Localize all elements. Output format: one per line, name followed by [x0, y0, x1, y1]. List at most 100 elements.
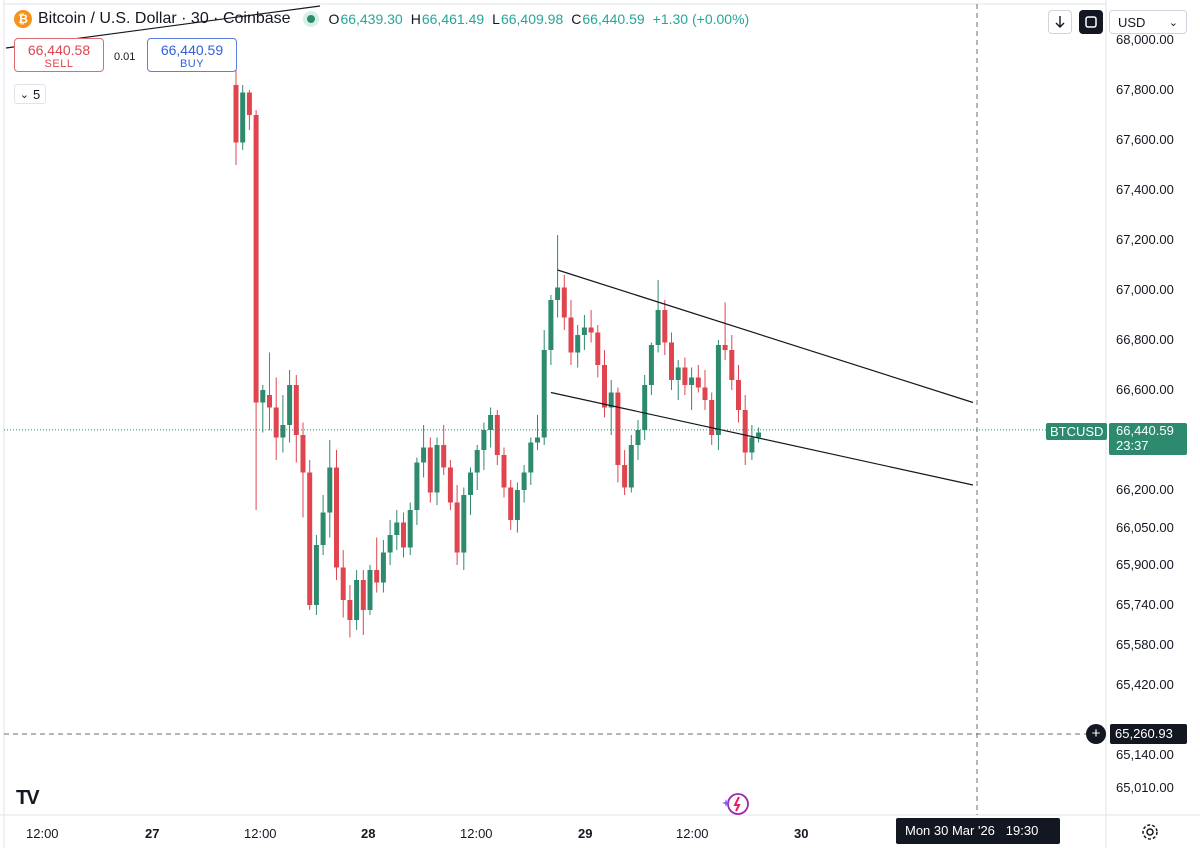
price-tick-label: 67,600.00	[1116, 132, 1174, 147]
symbol-price-label: BTCUSD	[1046, 423, 1108, 440]
candle-body	[715, 345, 721, 435]
candle-body	[421, 447, 427, 463]
candle-body	[655, 310, 661, 345]
bar-countdown: 23:37	[1116, 438, 1149, 453]
candle-body	[669, 342, 674, 380]
settings-gear-icon[interactable]	[1141, 823, 1159, 841]
arrow-down-icon	[1055, 16, 1065, 28]
indicators-collapse-button[interactable]: ⌄ 5	[14, 84, 46, 104]
candle-body	[709, 400, 715, 435]
trendlines-layer	[550, 269, 974, 486]
time-tick-label: 27	[145, 826, 160, 841]
candle-body	[749, 437, 755, 453]
candle-body	[602, 365, 607, 408]
last-price-tag: 66,440.59 23:37	[1109, 423, 1187, 455]
tradingview-logo[interactable]: TV	[16, 787, 40, 809]
candle-body	[608, 392, 614, 408]
close-value: C66,440.59	[571, 11, 645, 27]
candle-body	[514, 490, 520, 520]
candle-body	[334, 467, 339, 568]
candle-body	[615, 392, 621, 465]
candle-body	[689, 377, 695, 385]
ai-sparkle-icon[interactable]	[722, 791, 750, 817]
candle-body	[233, 85, 239, 143]
candle-body	[447, 467, 453, 503]
upper-channel-trendline[interactable]	[557, 269, 974, 404]
candle-body	[494, 415, 500, 455]
candle-body	[541, 350, 547, 438]
bitcoin-icon: ₿	[14, 10, 32, 28]
candle-body	[702, 387, 708, 400]
download-button[interactable]	[1048, 10, 1072, 34]
crosshair-price: 65,260.93	[1110, 724, 1187, 744]
candle-body	[307, 472, 313, 605]
candle-body	[414, 462, 420, 510]
candle-body	[267, 395, 272, 408]
time-tick-label: 12:00	[244, 826, 277, 841]
time-tick-label: 12:00	[460, 826, 493, 841]
candle-body	[327, 467, 333, 513]
candle-body	[588, 327, 594, 333]
candle-body	[293, 385, 299, 435]
fullscreen-button[interactable]	[1079, 10, 1103, 34]
candle-body	[535, 437, 540, 443]
buy-price: 66,440.59	[160, 42, 224, 58]
chevron-down-icon: ⌄	[1168, 16, 1178, 29]
candle-body	[474, 450, 480, 473]
candle-body	[742, 410, 748, 453]
candle-body	[488, 415, 494, 430]
candle-body	[682, 367, 688, 385]
candle-body	[434, 445, 440, 493]
candle-body	[273, 407, 279, 438]
high-value: H66,461.49	[410, 11, 485, 27]
sell-button[interactable]: 66,440.58 SELL	[14, 38, 104, 72]
candle-body	[374, 570, 380, 583]
candle-body	[354, 580, 360, 620]
price-tick-label: 65,420.00	[1116, 677, 1174, 692]
candle-body	[461, 495, 467, 553]
price-tick-label: 67,800.00	[1116, 82, 1174, 97]
crosshair-date: Mon 30 Mar '26 19:30	[896, 818, 1060, 844]
candle-body	[427, 447, 433, 493]
candle-body	[401, 522, 406, 548]
currency-select[interactable]: USD ⌄	[1109, 10, 1187, 34]
price-tick-label: 67,200.00	[1116, 232, 1174, 247]
candle-body	[300, 435, 306, 473]
chevron-down-icon: ⌄	[19, 88, 29, 101]
time-tick-label: 12:00	[676, 826, 709, 841]
sell-price: 66,440.58	[27, 42, 91, 58]
lower-channel-trendline[interactable]	[550, 391, 974, 486]
market-status-icon[interactable]	[302, 11, 319, 27]
low-value: L66,409.98	[492, 11, 564, 27]
time-tick-label: 30	[794, 826, 809, 841]
add-alert-plus-icon[interactable]: +	[1086, 724, 1106, 744]
candle-body	[240, 92, 246, 143]
candle-body	[367, 570, 373, 610]
candle-body	[253, 115, 259, 403]
change-value: +1.30 (+0.00%)	[652, 11, 750, 27]
symbol-header: ₿ Bitcoin / U.S. Dollar · 30 · Coinbase …	[14, 10, 749, 28]
candle-body	[394, 522, 400, 535]
symbol-title[interactable]: Bitcoin / U.S. Dollar · 30 · Coinbase	[38, 10, 291, 27]
candle-body	[695, 377, 701, 388]
time-tick-label: 12:00	[26, 826, 59, 841]
candle-body	[347, 600, 353, 620]
candle-body	[555, 287, 561, 300]
candle-body	[642, 385, 648, 430]
candles-layer	[233, 70, 762, 638]
price-tick-label: 68,000.00	[1116, 32, 1174, 47]
candle-body	[729, 350, 735, 380]
open-value: O66,439.30	[328, 11, 403, 27]
sell-label: SELL	[44, 58, 74, 70]
price-tick-label: 67,000.00	[1116, 282, 1174, 297]
candle-body	[380, 552, 386, 583]
candle-body	[575, 335, 581, 353]
square-icon	[1085, 16, 1097, 28]
price-tick-label: 66,600.00	[1116, 382, 1174, 397]
price-tick-label: 67,400.00	[1116, 182, 1174, 197]
candle-body	[501, 455, 507, 488]
price-tick-label: 66,200.00	[1116, 482, 1174, 497]
buy-button[interactable]: 66,440.59 BUY	[147, 38, 237, 72]
candle-body	[340, 567, 346, 600]
